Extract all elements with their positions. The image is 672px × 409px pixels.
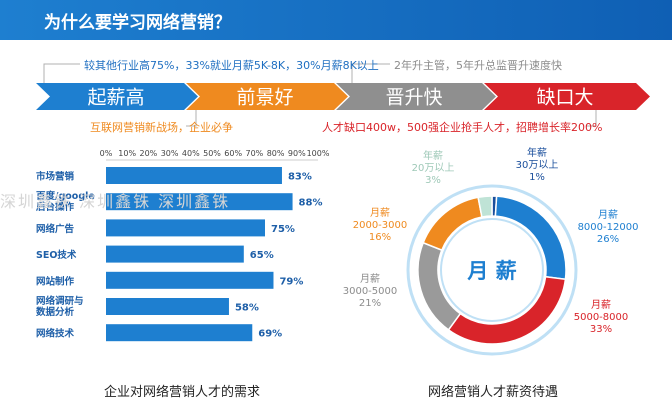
donut-slice-label: 1% xyxy=(529,172,545,183)
donut-slice-label: 2000-3000 xyxy=(353,220,408,231)
donut-slice-label: 5000-8000 xyxy=(574,312,629,323)
page-title: 为什么要学习网络营销？ xyxy=(44,13,231,33)
donut-slice-label: 年薪 xyxy=(423,149,443,162)
header-banner: 为什么要学习网络营销？ xyxy=(0,0,672,40)
bar-value-label: 79% xyxy=(279,276,303,287)
stage-label-1: 起薪高 xyxy=(87,87,144,109)
donut-slice-label: 26% xyxy=(597,234,619,245)
bar-value-label: 65% xyxy=(250,250,274,261)
donut-slice-label: 3% xyxy=(425,175,441,186)
bar-category-label: 数据分析 xyxy=(35,306,75,318)
bar-5 xyxy=(106,271,274,289)
stage-label-2: 前景好 xyxy=(236,87,293,109)
donut-slice-label: 30万以上 xyxy=(516,159,559,171)
stage-note-3: 2年升主管，5年升总监晋升速度快 xyxy=(394,59,562,72)
bar-tick-label: 0% xyxy=(100,149,113,158)
bar-tick-label: 70% xyxy=(246,149,264,158)
demand-bar-chart: 0% 10% 20% 30% 40% 50% 60% 70% 80% 90% 100% 市场营销 83%… xyxy=(35,149,330,342)
stage-arrow-2 xyxy=(186,83,348,110)
bar-value-label: 58% xyxy=(235,303,259,314)
bar-tick-label: 30% xyxy=(161,149,179,158)
bar-category-label: SEO技术 xyxy=(36,249,77,261)
donut-hole xyxy=(440,218,544,322)
donut-slice-label: 16% xyxy=(369,232,391,243)
bar-3 xyxy=(106,219,265,237)
donut-center-label: 月 薪 xyxy=(466,259,516,283)
bar-value-label: 83% xyxy=(288,172,312,183)
stage-arrow-3 xyxy=(336,83,496,110)
bar-value-label: 75% xyxy=(271,224,295,235)
bar-tick-label: 20% xyxy=(140,149,158,158)
stage-arrows: 起薪高 前景好 晋升快 缺口大 xyxy=(36,63,650,127)
stage-arrow-1 xyxy=(36,83,198,110)
donut-slice-label: 21% xyxy=(359,298,381,309)
bar-tick-label: 40% xyxy=(182,149,200,158)
bar-category-label: 百度/google xyxy=(36,190,95,202)
bar-7 xyxy=(106,324,253,342)
stage-note-4: 人才缺口400w，500强企业抢手人才，招聘增长率200% xyxy=(322,121,603,134)
stage-connector-3 xyxy=(351,63,390,83)
bar-category-label: 网络技术 xyxy=(36,328,75,340)
donut-slice-label: 月薪 xyxy=(598,209,618,221)
bar-value-label: 88% xyxy=(299,198,323,209)
donut-slice-label: 月薪 xyxy=(591,299,611,311)
donut-slice-label: 月薪 xyxy=(360,273,380,285)
stage-note-2: 互联网营销新战场，企业必争 xyxy=(90,121,233,134)
donut-slice-label: 33% xyxy=(590,324,612,335)
bar-tick-label: 60% xyxy=(224,149,242,158)
bar-tick-label: 100% xyxy=(307,149,330,158)
bar-value-label: 69% xyxy=(258,329,282,340)
donut-slice-6 xyxy=(477,195,493,218)
donut-chart-caption: 网络营销人才薪资待遇 xyxy=(428,385,559,400)
donut-slice-label: 8000-12000 xyxy=(578,222,639,233)
bar-tick-label: 50% xyxy=(203,149,221,158)
donut-outer-ring xyxy=(406,184,578,356)
donut-slice-label: 3000-5000 xyxy=(343,286,398,297)
stage-arrow-4 xyxy=(484,83,650,110)
stage-connector-4 xyxy=(586,110,597,127)
bar-chart-caption: 企业对网络营销人才的需求 xyxy=(104,385,261,400)
stage-label-4: 缺口大 xyxy=(536,87,593,109)
bar-4 xyxy=(106,245,244,263)
bar-category-label: 网站制作 xyxy=(36,275,75,287)
bar-1 xyxy=(106,167,282,184)
stage-connector-1 xyxy=(43,63,80,83)
bar-tick-label: 80% xyxy=(267,149,285,158)
bar-category-label: 市场营销 xyxy=(36,171,75,183)
bar-2 xyxy=(106,193,293,211)
bar-category-label: 网络调研与 xyxy=(36,295,84,307)
bar-category-label: 后台操作 xyxy=(36,201,75,213)
watermark-text: 深圳鑫铢 深圳鑫铢 深圳鑫铢 xyxy=(0,192,231,211)
bar-tick-label: 90% xyxy=(288,149,306,158)
bar-tick-label: 10% xyxy=(118,149,136,158)
donut-slice-label: 月薪 xyxy=(370,207,390,219)
donut-slice-label: 年薪 xyxy=(527,146,547,159)
bar-6 xyxy=(106,298,229,315)
donut-slice-label: 20万以上 xyxy=(412,162,455,174)
stage-note-1: 较其他行业高75%，33%就业月薪5K-8K，30%月薪8K以上 xyxy=(84,59,379,72)
stage-connector-2 xyxy=(186,110,197,127)
bar-category-label: 网络广告 xyxy=(36,223,75,235)
stage-label-3: 晋升快 xyxy=(385,87,442,109)
